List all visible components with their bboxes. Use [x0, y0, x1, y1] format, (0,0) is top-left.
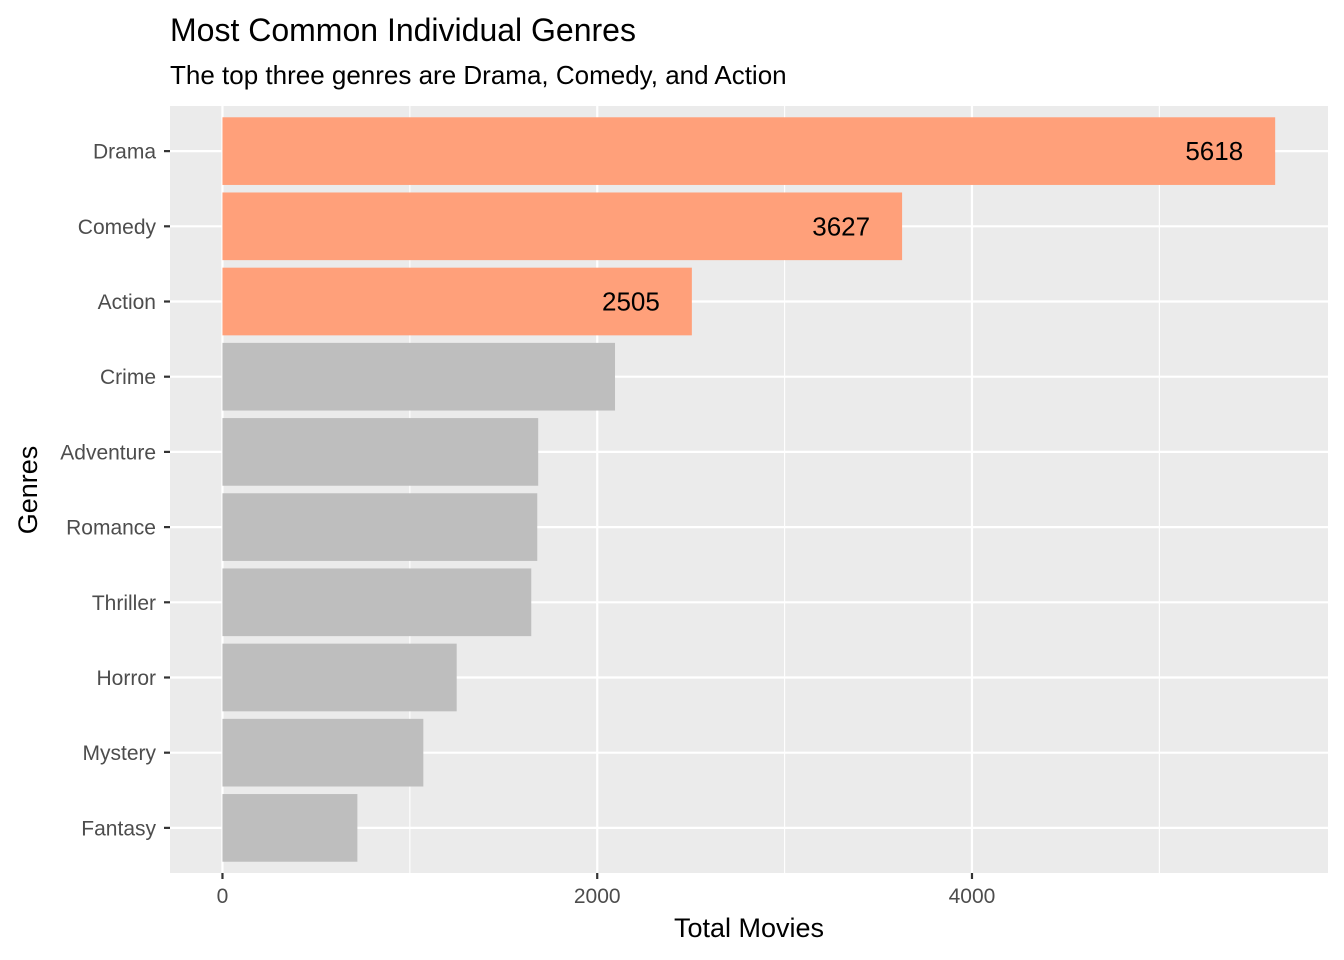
y-tick-label: Thriller [92, 592, 156, 615]
y-axis-title: Genres [13, 446, 43, 535]
x-tick-label: 2000 [574, 885, 621, 908]
data-labels: 5618 3627 2505 [602, 136, 1243, 316]
y-tick-label: Mystery [83, 742, 157, 765]
bar-thriller [222, 568, 532, 637]
y-tick-label: Romance [66, 517, 156, 540]
bar-mystery [222, 718, 424, 787]
bar-fantasy [222, 794, 358, 862]
data-label-drama: 5618 [1185, 136, 1243, 166]
bar-comedy [222, 192, 903, 261]
y-tick-label: Comedy [78, 216, 157, 239]
y-tick-label: Fantasy [81, 817, 156, 840]
y-tick-label: Horror [96, 667, 156, 690]
bar-romance [222, 493, 538, 561]
y-tick-label: Adventure [60, 441, 156, 464]
bar-adventure [222, 418, 539, 486]
x-axis: 0 2000 4000 [217, 873, 996, 908]
data-label-comedy: 3627 [812, 211, 870, 241]
data-label-action: 2505 [602, 287, 660, 317]
bar-horror [222, 643, 457, 712]
y-tick-label: Drama [93, 141, 156, 164]
bars [222, 117, 1276, 862]
chart-title: Most Common Individual Genres [170, 12, 636, 48]
bar-crime [222, 342, 616, 411]
bar-action [222, 267, 692, 336]
bar-drama [222, 117, 1276, 185]
x-axis-title: Total Movies [674, 913, 824, 943]
y-tick-label: Action [98, 291, 156, 314]
x-tick-label: 4000 [949, 885, 996, 908]
x-tick-label: 0 [217, 885, 229, 908]
chart-subtitle: The top three genres are Drama, Comedy, … [170, 60, 787, 90]
y-axis: Drama Comedy Action Crime Adventure Romance Th… [60, 141, 170, 840]
y-tick-label: Crime [100, 366, 156, 389]
